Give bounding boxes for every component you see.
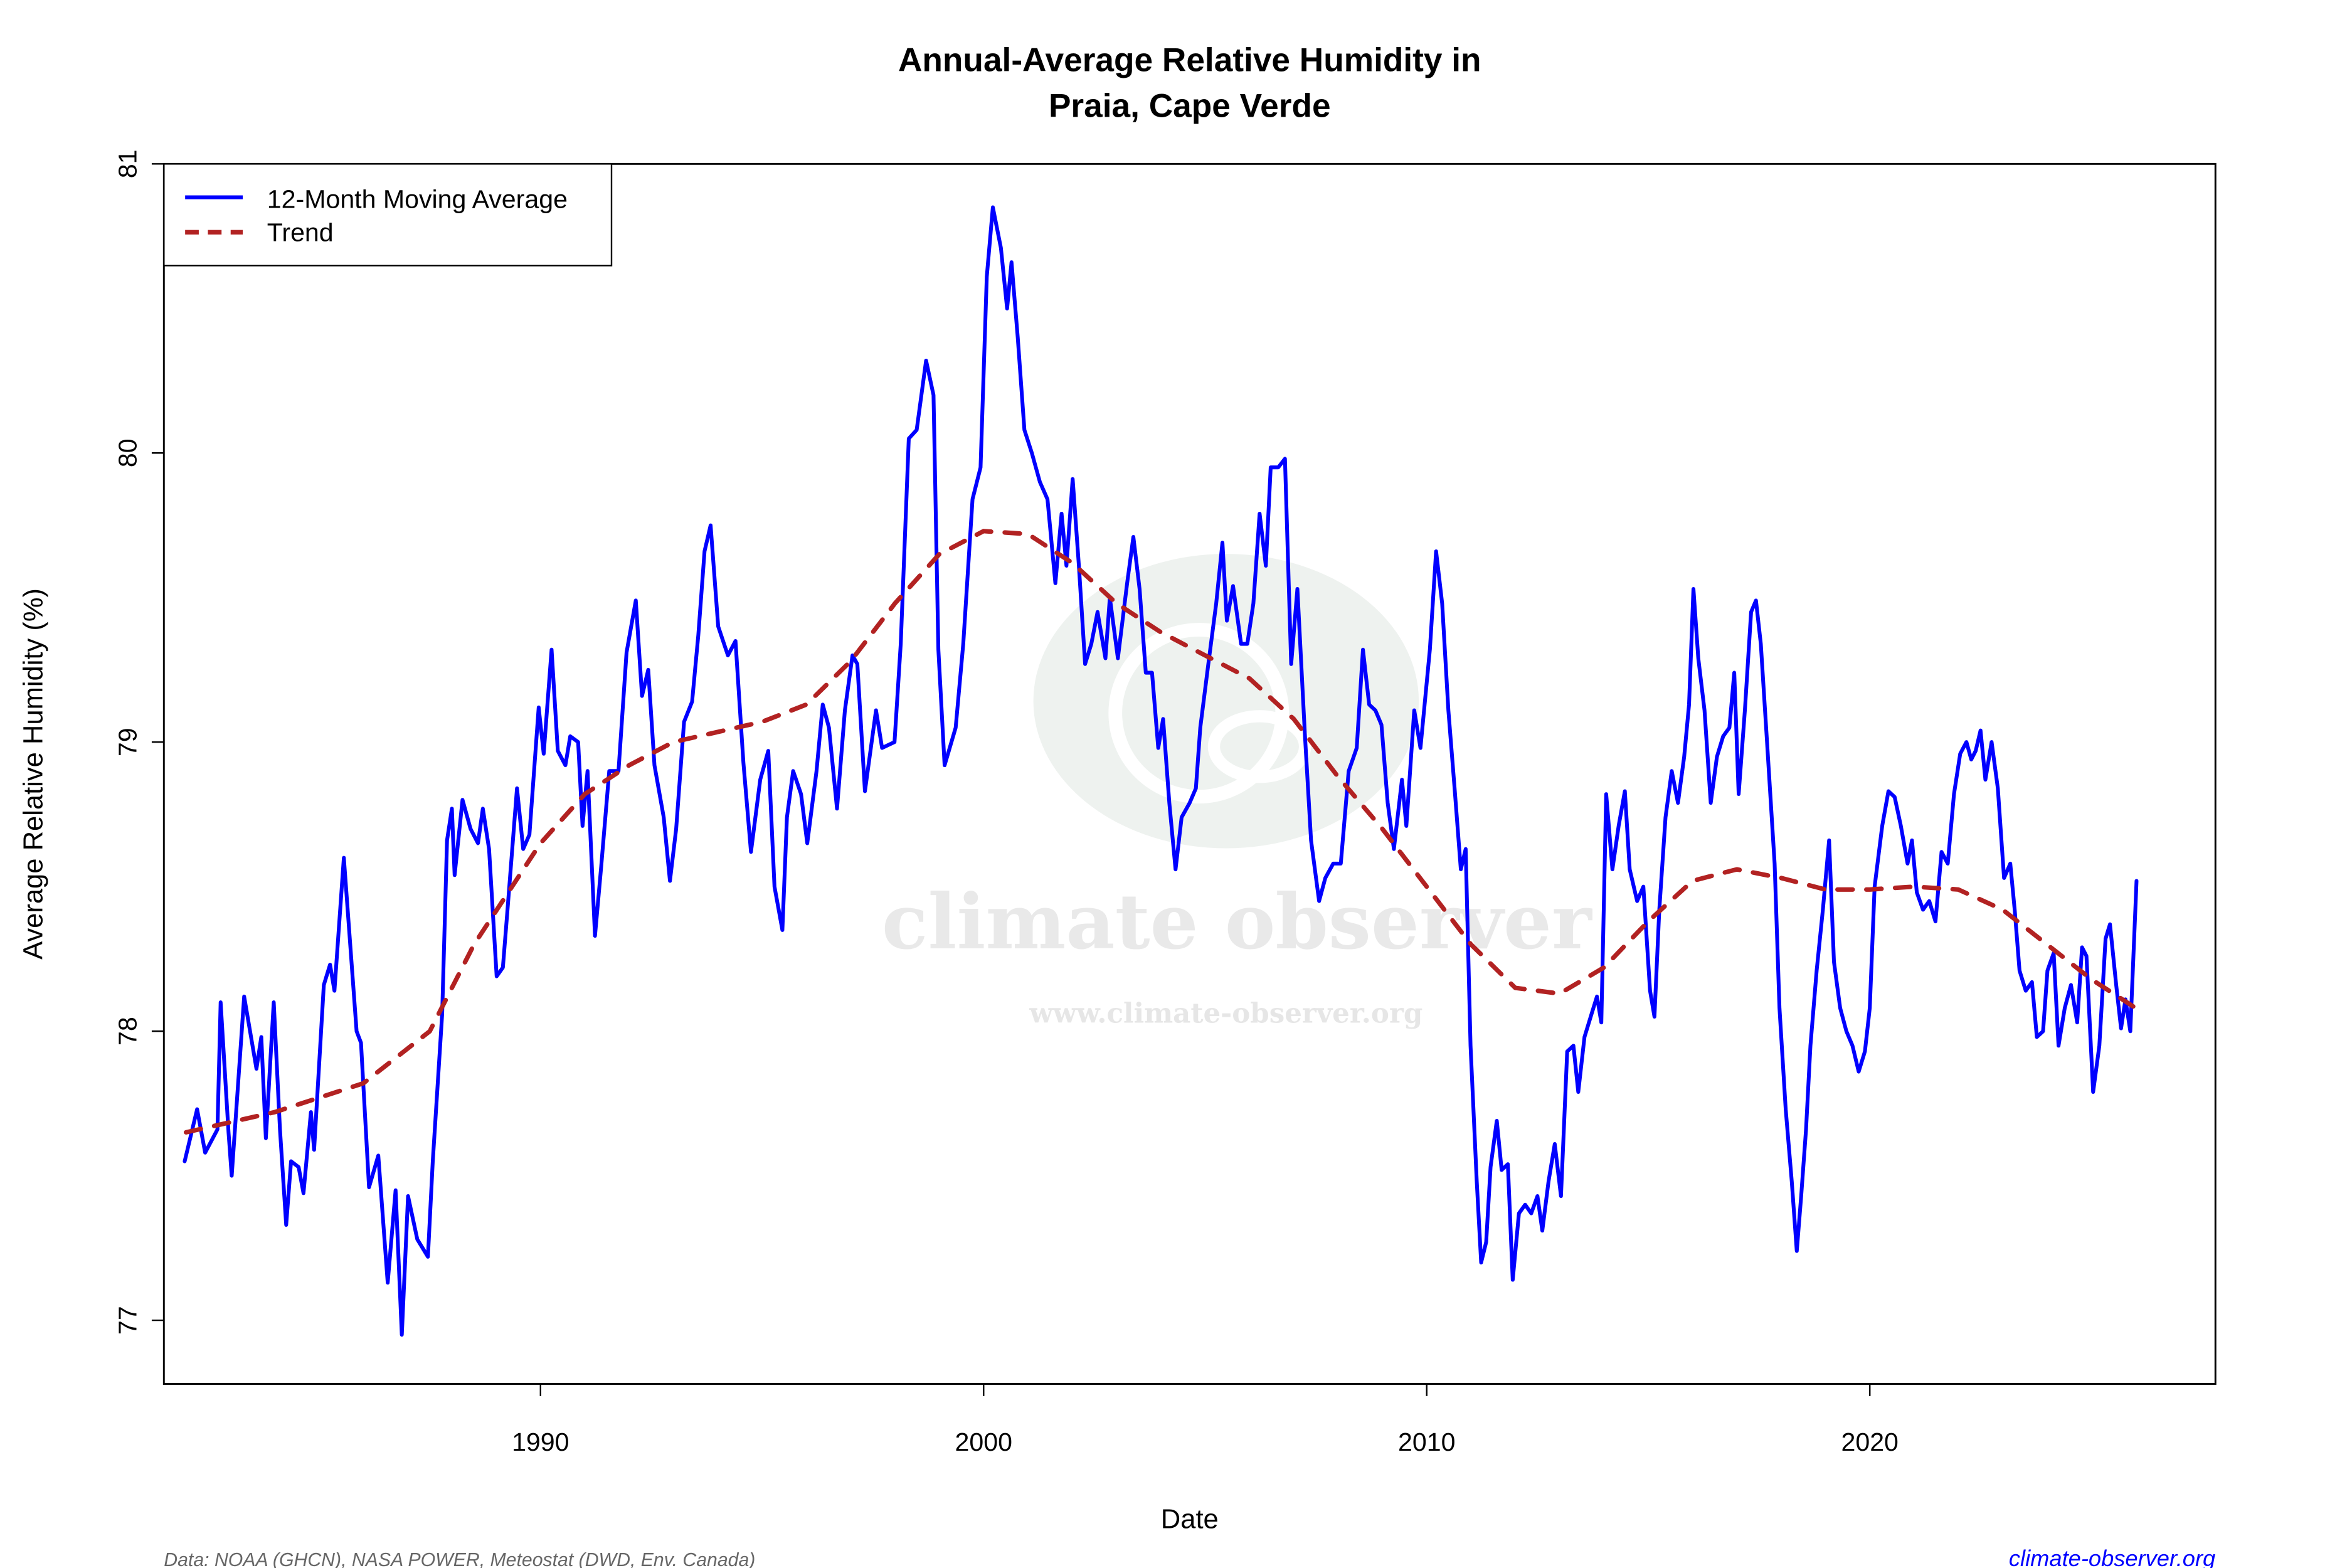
watermark-logo	[1033, 554, 1419, 849]
data-source-note: Data: NOAA (GHCN), NASA POWER, Meteostat…	[164, 1550, 755, 1568]
plot-frame	[162, 162, 2217, 1385]
y-tick-label: 80	[114, 438, 142, 467]
y-tick-label: 79	[114, 728, 142, 756]
y-tick-label: 78	[114, 1017, 142, 1046]
legend-label-trend: Trend	[267, 218, 334, 247]
series-line-12-month-moving-average	[183, 205, 2139, 1337]
y-tick-label: 81	[114, 149, 142, 178]
watermark-url: www.climate-observer.org	[1029, 998, 1422, 1030]
y-axis-label: Average Relative Humidity (%)	[19, 588, 49, 960]
watermark-name: climate observer	[882, 877, 1592, 967]
chart-title-line2: Praia, Cape Verde	[1049, 87, 1331, 124]
x-tick-label: 1990	[512, 1428, 569, 1456]
legend: 12-Month Moving Average Trend	[163, 163, 613, 267]
chart-title-line1: Annual-Average Relative Humidity in	[898, 42, 1481, 79]
x-tick-label: 2000	[955, 1428, 1012, 1456]
y-axis: 77 78 79 80 81	[114, 149, 164, 1335]
x-tick-label: 2010	[1398, 1428, 1455, 1456]
site-link[interactable]: climate-observer.org	[2009, 1545, 2215, 1568]
legend-box	[163, 163, 613, 267]
legend-label-moving-average: 12-Month Moving Average	[267, 184, 568, 213]
x-tick-label: 2020	[1841, 1428, 1898, 1456]
watermark-logo-ring	[1108, 623, 1290, 804]
x-axis-label: Date	[1161, 1504, 1219, 1534]
x-axis: 1990 2000 2010 2020	[512, 1384, 1899, 1456]
y-tick-label: 77	[114, 1306, 142, 1335]
series-line-trend	[183, 529, 2138, 1135]
series-layer	[183, 205, 2139, 1337]
watermark: climate observer www.climate-observer.or…	[882, 554, 1592, 1030]
